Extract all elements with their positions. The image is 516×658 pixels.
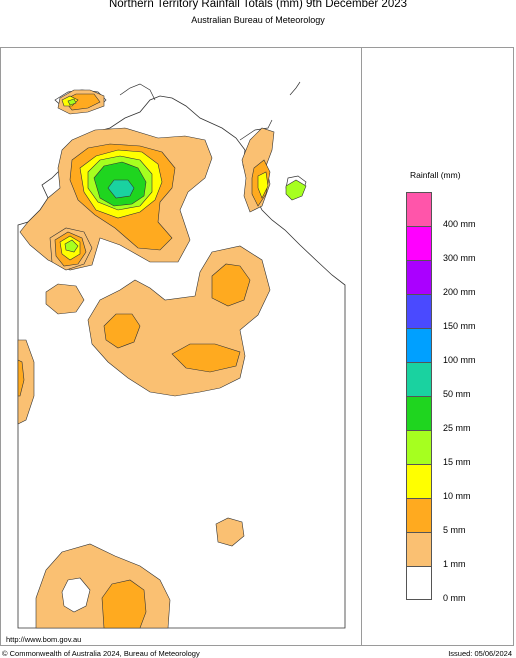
legend-swatch: [406, 566, 432, 600]
rain-5mm-west-edge: [17, 359, 25, 397]
legend-label: 25 mm: [443, 423, 471, 433]
territory-outline: [17, 95, 346, 629]
legend-label: 10 mm: [443, 491, 471, 501]
legend-swatch: [406, 430, 432, 464]
rain-1mm-east-dot: [215, 517, 245, 547]
legend-swatch: [406, 328, 432, 362]
map-title: Northern Territory Rainfall Totals (mm) …: [108, 0, 408, 10]
arnhem-coast: [119, 81, 301, 141]
legend-label: 1 mm: [443, 559, 466, 569]
rain-10mm-east-arnhem: [257, 171, 269, 199]
legend-label: 400 mm: [443, 219, 476, 229]
rain-15mm-daly: [64, 239, 79, 253]
legend-label: 0 mm: [443, 593, 466, 603]
rain-15mm-groote: [285, 179, 307, 201]
legend-swatch: [406, 464, 432, 498]
rain-0mm-south-hole: [61, 577, 91, 613]
legend-label: 15 mm: [443, 457, 471, 467]
rainfall-contours: [17, 89, 307, 629]
legend-swatch: [406, 260, 432, 294]
legend-swatch: [406, 192, 432, 226]
legend-label: 50 mm: [443, 389, 471, 399]
legend-swatch: [406, 396, 432, 430]
rain-1mm-west-edge: [17, 339, 35, 425]
map-subtitle: Australian Bureau of Meteorology: [191, 15, 325, 25]
copyright-text: © Commonwealth of Australia 2024, Bureau…: [2, 649, 200, 658]
legend-label: 150 mm: [443, 321, 476, 331]
legend-label: 100 mm: [443, 355, 476, 365]
rain-5mm-south: [101, 579, 147, 629]
issued-date: Issued: 05/06/2024: [448, 649, 512, 658]
legend-swatch: [406, 362, 432, 396]
rain-5mm-central-a: [211, 263, 251, 307]
map-frame: [0, 47, 514, 646]
rain-5mm-central-b: [103, 313, 141, 349]
legend-swatch: [406, 226, 432, 260]
rain-15mm-tiwi: [67, 98, 77, 106]
rain-5mm-central-c: [171, 343, 241, 373]
rain-50mm-top-end: [107, 179, 135, 199]
legend-swatch: [406, 532, 432, 566]
legend-label: 200 mm: [443, 287, 476, 297]
legend-label: 5 mm: [443, 525, 466, 535]
source-url[interactable]: http://www.bom.gov.au: [6, 635, 82, 644]
legend-swatch: [406, 498, 432, 532]
rain-1mm-katherine: [45, 283, 85, 315]
legend-label: 300 mm: [443, 253, 476, 263]
legend-title: Rainfall (mm): [410, 170, 461, 180]
frame-divider: [361, 47, 362, 646]
legend-swatch: [406, 294, 432, 328]
